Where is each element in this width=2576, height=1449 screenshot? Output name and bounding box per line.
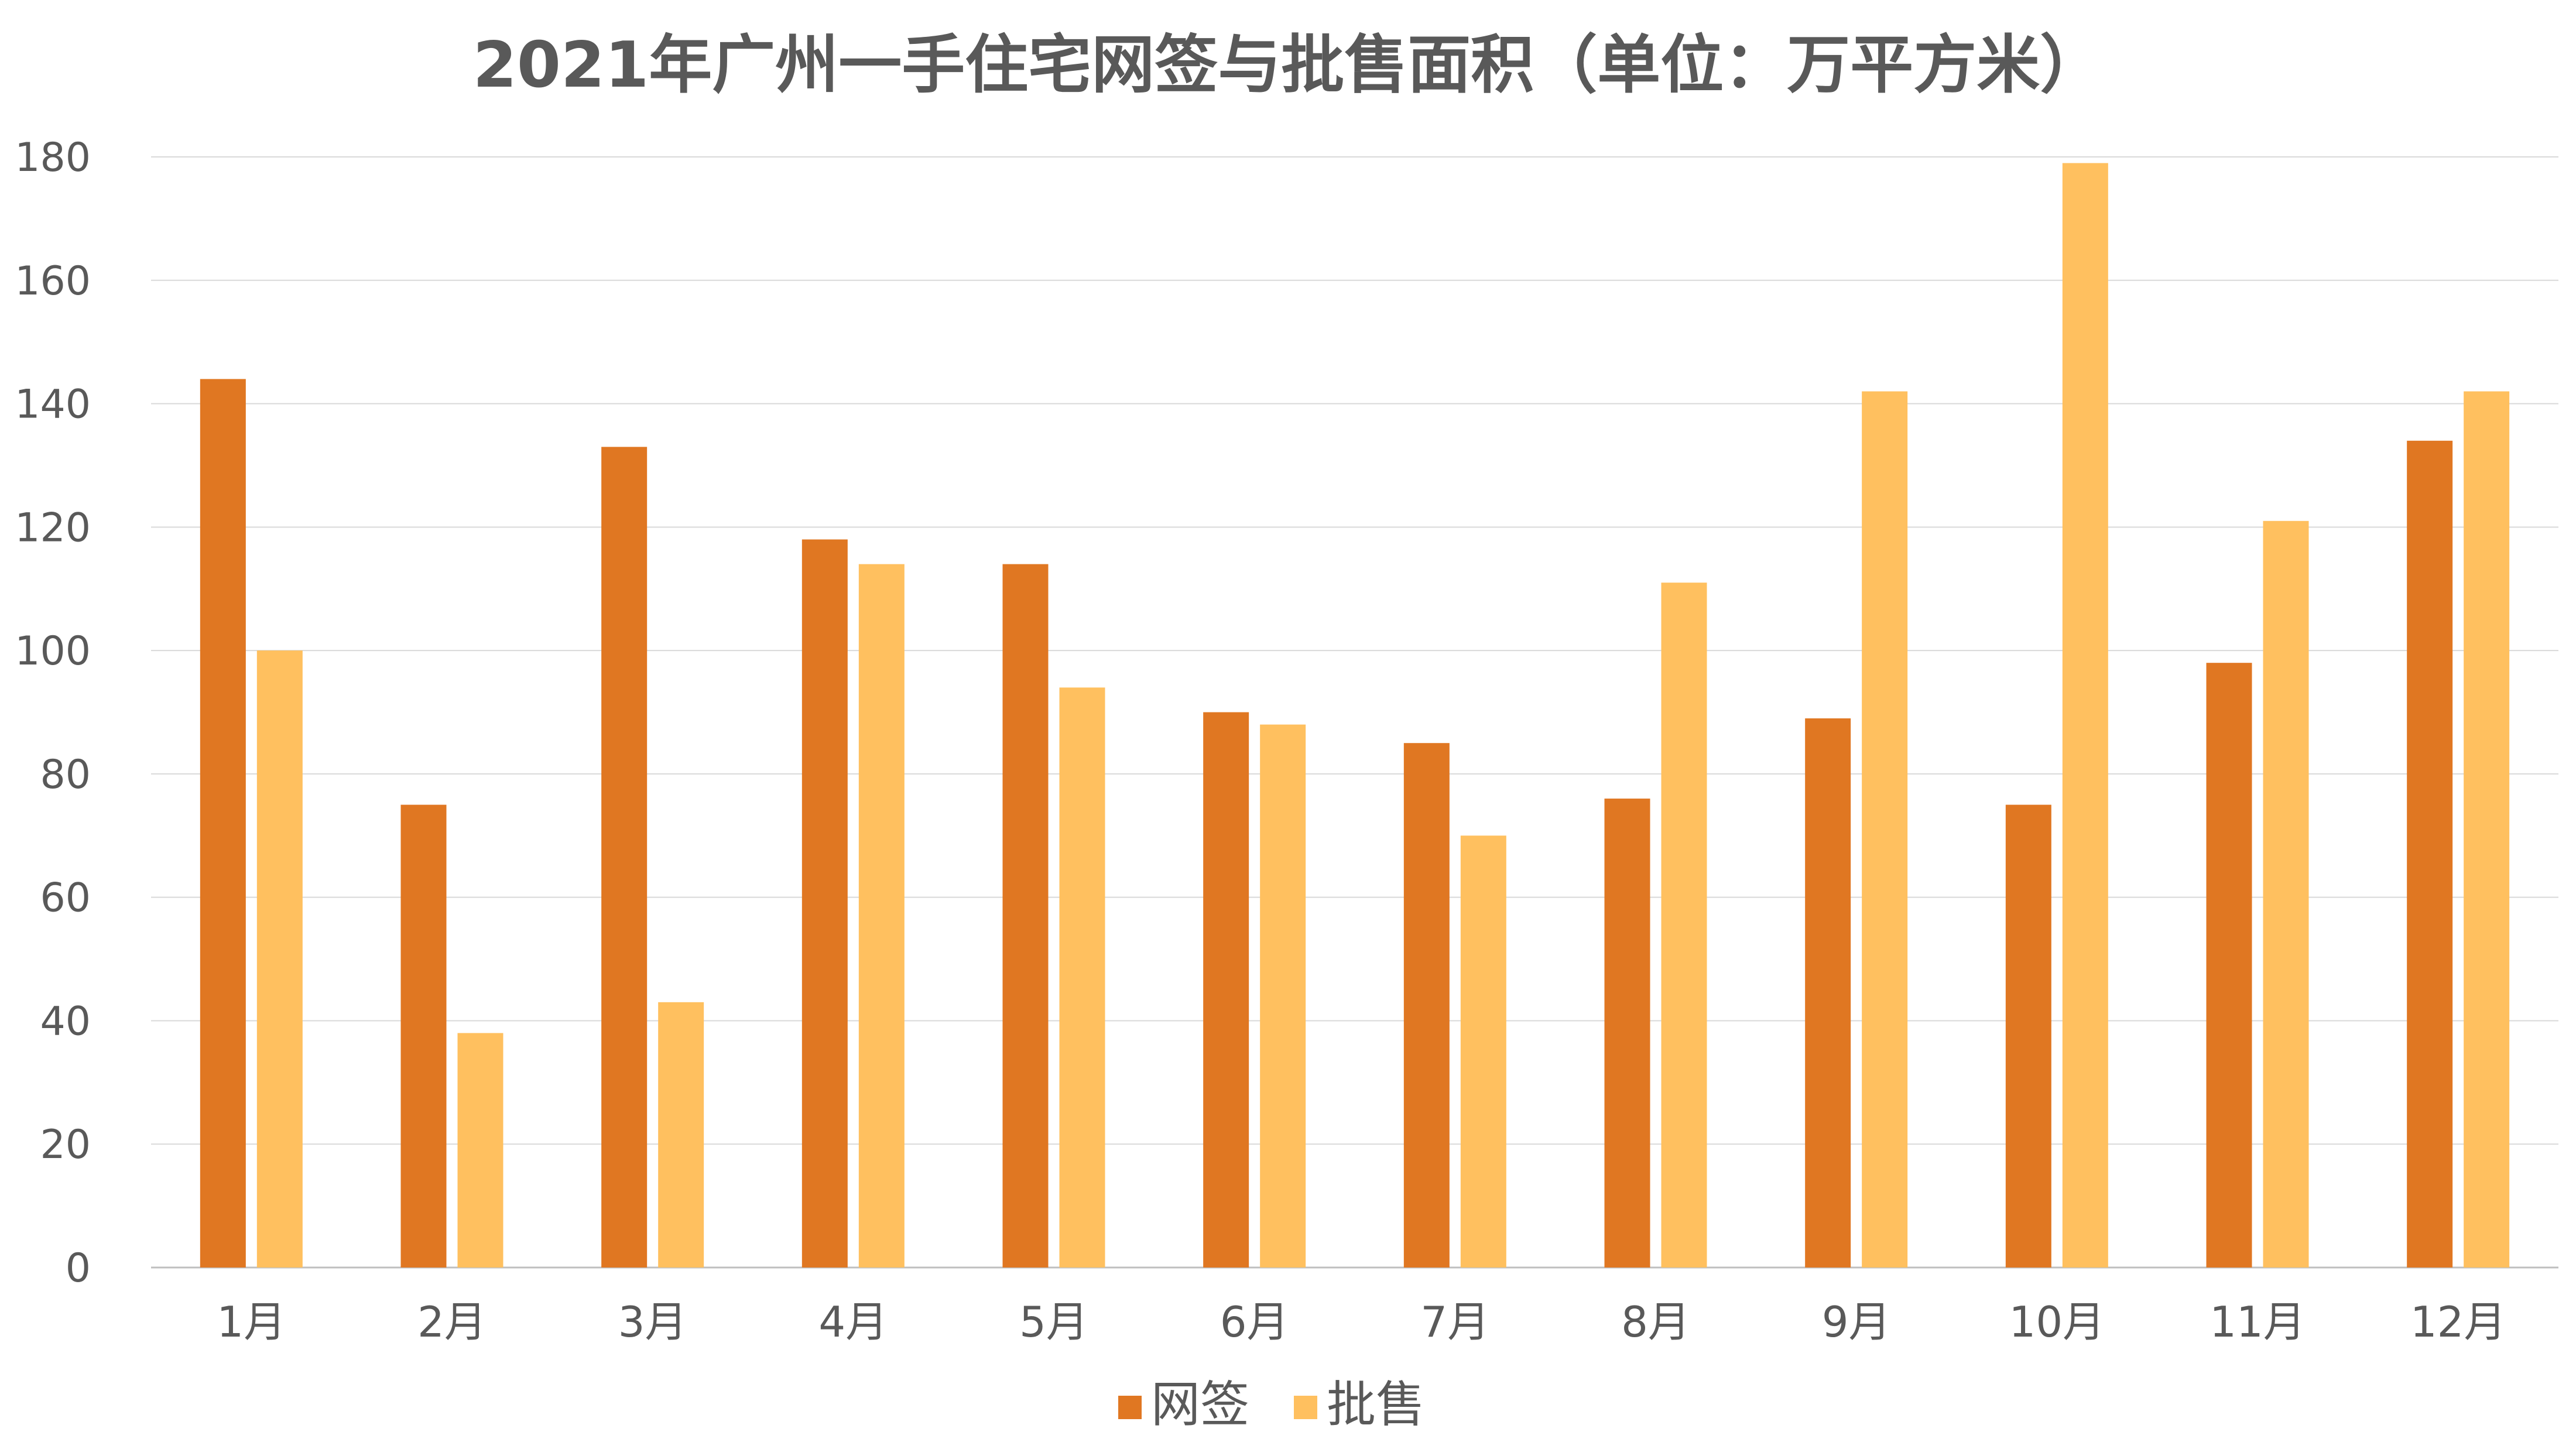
bar-pishou <box>1460 835 1506 1268</box>
bar-wangqian <box>1403 743 1450 1268</box>
legend: 网签 批售 <box>1118 1376 1425 1433</box>
y-tick-label: 180 <box>15 135 91 181</box>
bar-wangqian <box>1002 564 1049 1268</box>
bar-pishou <box>2464 391 2510 1268</box>
y-tick-label: 40 <box>40 998 91 1044</box>
x-tick-label: 11月 <box>2210 1297 2306 1347</box>
x-tick-label: 3月 <box>618 1297 687 1347</box>
x-axis-tick-labels: 1月 2月 3月 4月 5月 6月 7月 8月 9月 10月 11月 12月 <box>217 1297 2506 1347</box>
bar-pishou <box>457 1033 503 1268</box>
x-tick-label: 9月 <box>1822 1297 1891 1347</box>
bar-pishou <box>658 1002 704 1268</box>
y-tick-label: 80 <box>40 752 91 798</box>
bar-wangqian <box>400 804 447 1268</box>
bar-wangqian <box>1203 712 1249 1268</box>
bar-pishou <box>1661 583 1707 1268</box>
bar-wangqian <box>801 539 848 1268</box>
bar-wangqian <box>1604 799 1650 1268</box>
x-tick-label: 1月 <box>217 1297 286 1347</box>
bar-pishou <box>1059 687 1105 1268</box>
bar-wangqian <box>601 447 648 1268</box>
bar-pishou <box>1862 391 1908 1268</box>
gridlines <box>151 156 2558 1269</box>
x-tick-label: 2月 <box>417 1297 487 1347</box>
y-tick-label: 60 <box>40 875 91 922</box>
bar-wangqian <box>1805 718 1851 1268</box>
x-tick-label: 10月 <box>2009 1297 2105 1347</box>
y-axis-tick-labels: 0 20 40 60 80 100 120 140 160 180 <box>15 135 91 1292</box>
x-tick-label: 6月 <box>1220 1297 1289 1347</box>
bar-pishou <box>256 650 303 1268</box>
legend-swatch <box>1118 1396 1142 1419</box>
legend-label: 批售 <box>1327 1376 1425 1433</box>
x-tick-label: 12月 <box>2410 1297 2506 1347</box>
x-tick-label: 7月 <box>1420 1297 1489 1347</box>
x-tick-label: 4月 <box>818 1297 888 1347</box>
y-tick-label: 100 <box>15 628 91 674</box>
legend-label: 网签 <box>1151 1376 1249 1433</box>
bar-wangqian <box>200 379 246 1268</box>
bar-wangqian <box>2407 440 2453 1268</box>
bar-pishou <box>1260 724 1306 1268</box>
bar-pishou <box>858 564 905 1268</box>
legend-swatch <box>1294 1396 1317 1419</box>
bar-pishou <box>2062 163 2108 1268</box>
chart-title: 2021年广州一手住宅网签与批售面积（单位：万平方米） <box>473 29 2104 102</box>
y-tick-label: 120 <box>15 505 91 551</box>
bar-pishou <box>2263 520 2309 1268</box>
bars <box>200 163 2510 1268</box>
x-tick-label: 8月 <box>1621 1297 1690 1347</box>
bar-wangqian <box>2005 804 2051 1268</box>
y-tick-label: 160 <box>15 258 91 304</box>
y-tick-label: 140 <box>15 382 91 428</box>
x-tick-label: 5月 <box>1019 1297 1088 1347</box>
y-tick-label: 20 <box>40 1122 91 1168</box>
bar-wangqian <box>2206 663 2252 1268</box>
y-tick-label: 0 <box>66 1245 91 1292</box>
